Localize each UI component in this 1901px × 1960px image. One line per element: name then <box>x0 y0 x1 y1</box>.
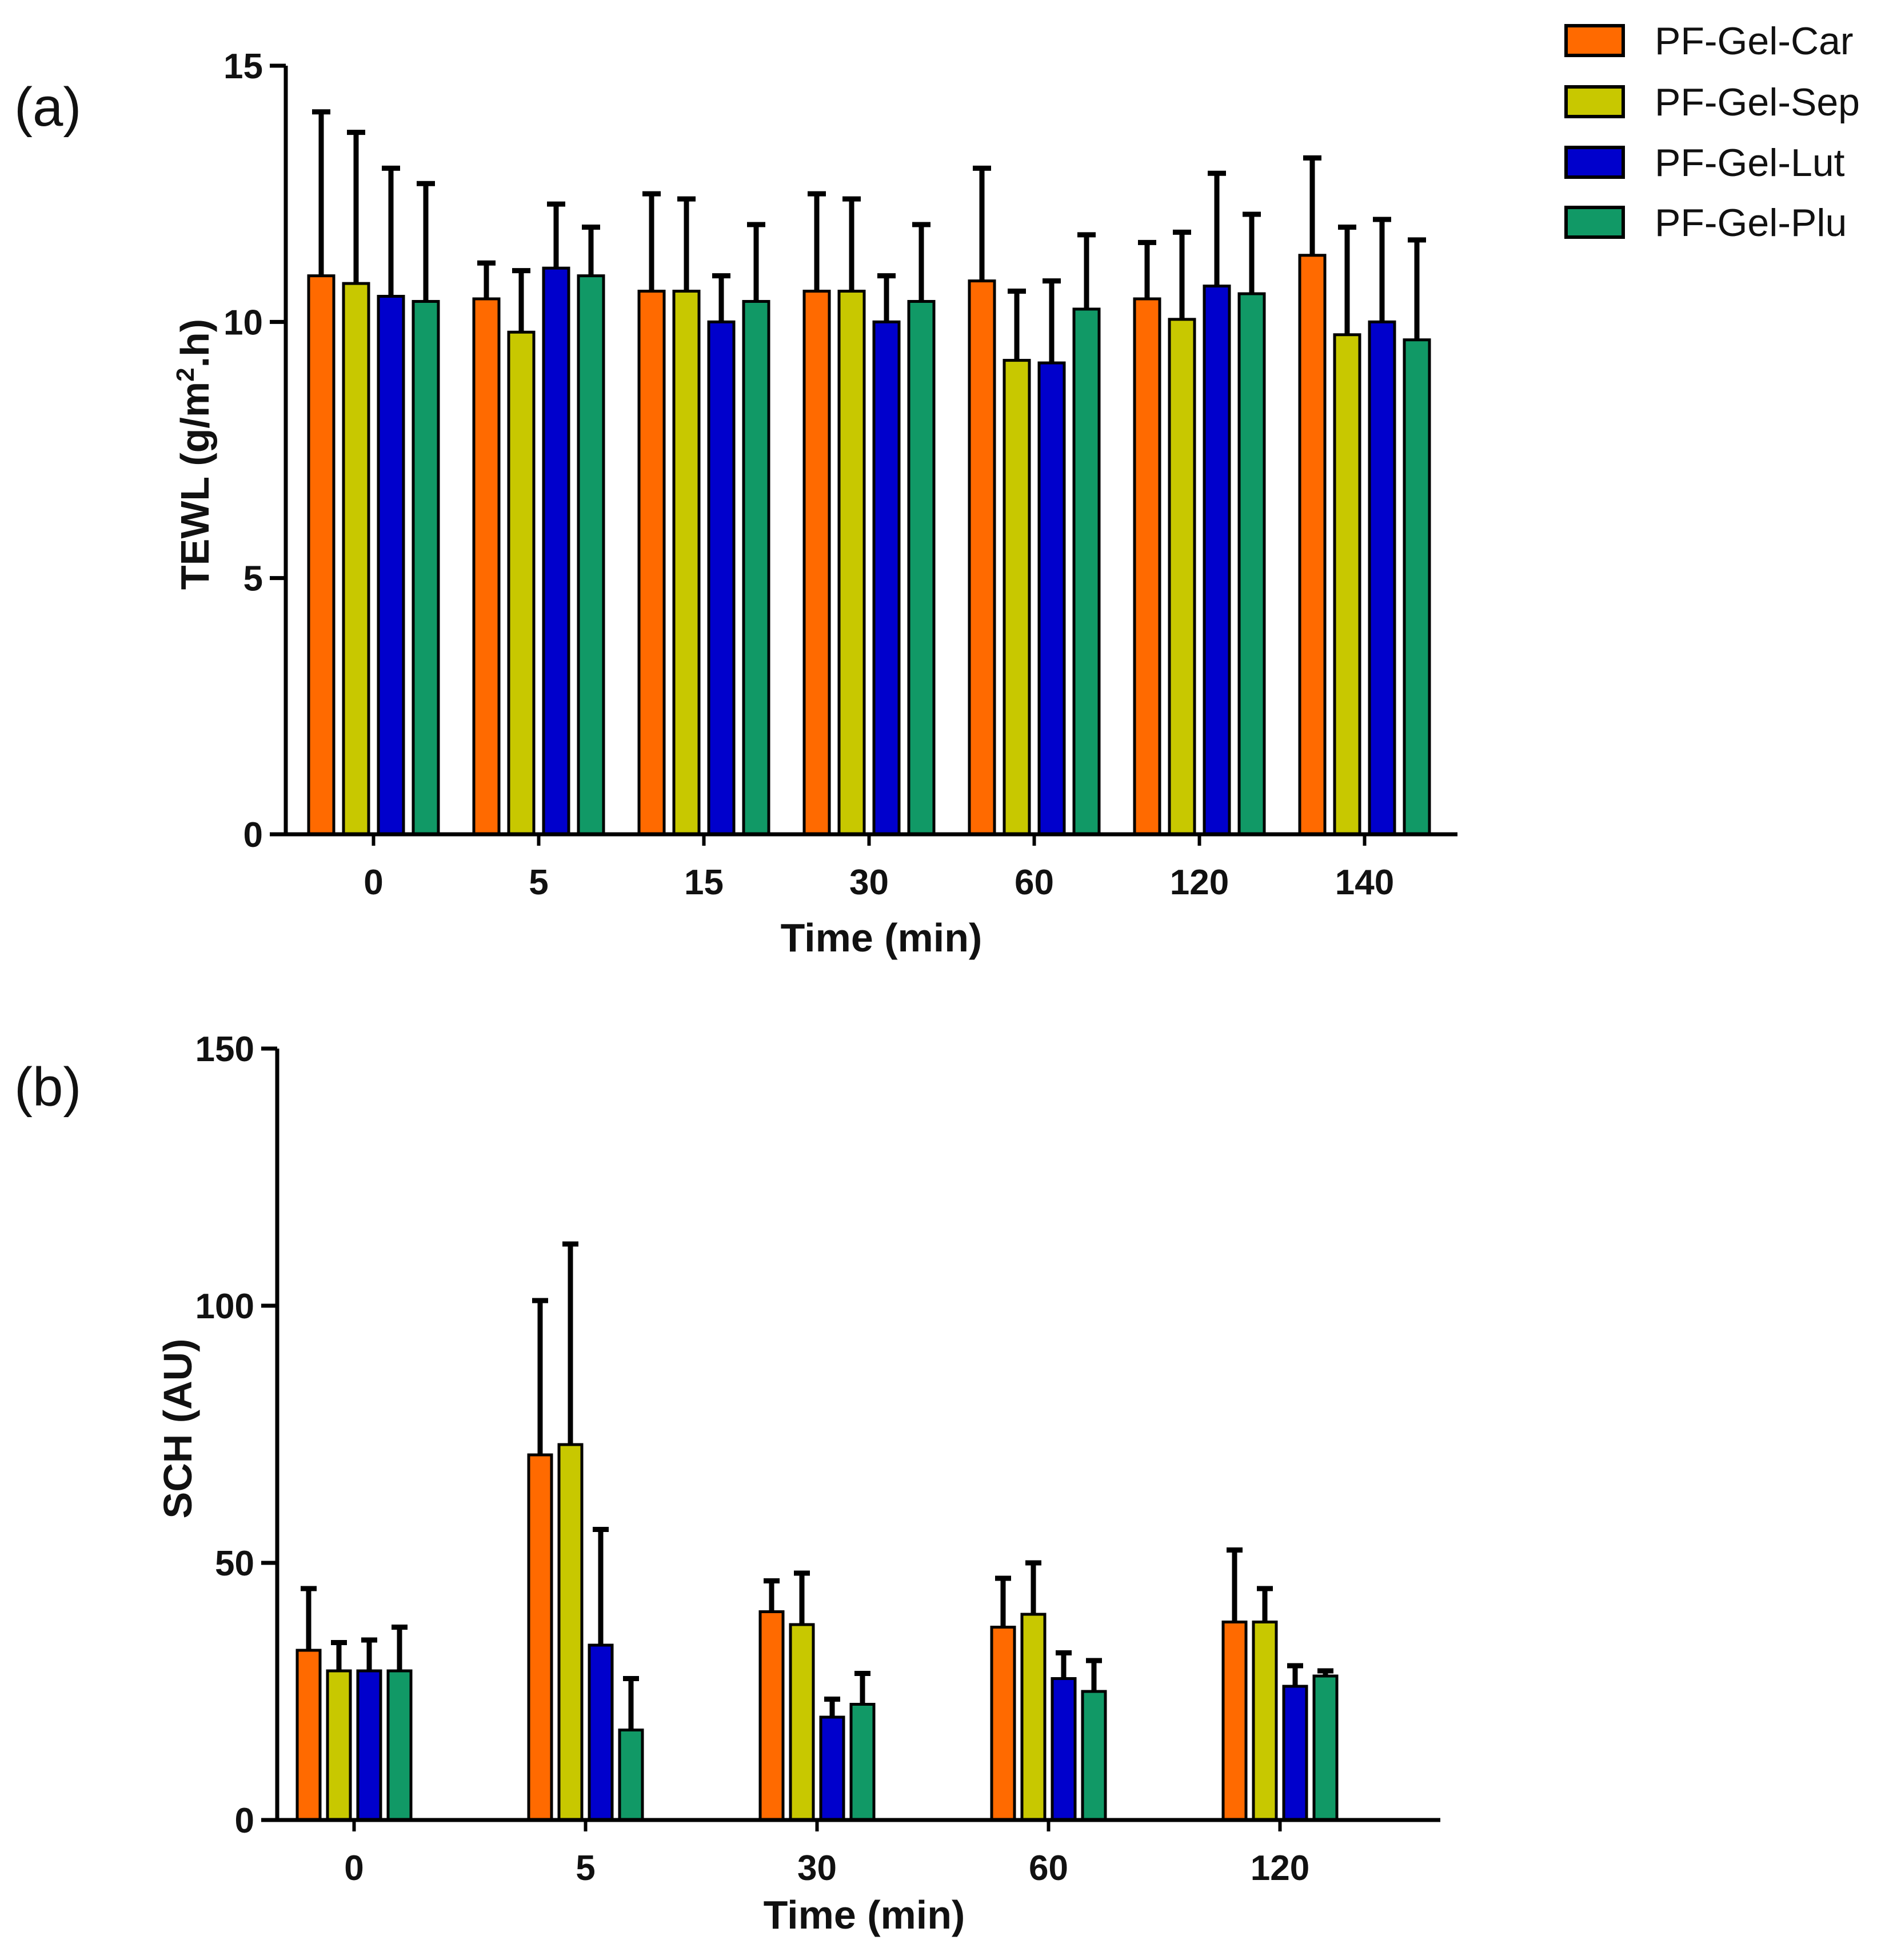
panel-b-x-tick-label-0: 0 <box>344 1849 364 1888</box>
panel-a-y-axis-title-end: .h) <box>173 319 217 368</box>
panel-a-x-tick-label-60: 60 <box>1015 863 1054 902</box>
panel-a-x-axis-title: Time (min) <box>781 915 983 960</box>
panel-a-y-tick-label-15: 15 <box>223 47 263 86</box>
panel-b-bar-pf-gel-car-60 <box>990 1626 1016 1822</box>
panel-b-bar-pf-gel-lut-30 <box>819 1715 845 1822</box>
panel-a-bar-pf-gel-lut-60 <box>1037 361 1066 836</box>
panel-a-bar-pf-gel-plu-30 <box>907 299 936 836</box>
panel-a-bar-pf-gel-lut-30 <box>872 320 901 836</box>
panel-b-bar-pf-gel-sep-30 <box>789 1623 815 1822</box>
panel-a-y-tick-label-10: 10 <box>223 303 263 342</box>
panel-a-x-tick-label-30: 30 <box>849 863 889 902</box>
panel-b-x-axis-title: Time (min) <box>764 1893 965 1937</box>
panel-a-y-tick-label-5: 5 <box>243 559 263 599</box>
panel-a-y-tick-label-0: 0 <box>243 815 263 855</box>
panel-a-y-axis-title-sup: 2 <box>171 367 199 381</box>
panel-b-bar-pf-gel-plu-60 <box>1081 1690 1107 1822</box>
panel-b-x-tick-label-30: 30 <box>797 1849 837 1888</box>
panel-a-x-tick-label-0: 0 <box>364 863 383 902</box>
legend-label-car: PF-Gel-Car <box>1655 19 1854 63</box>
panel-b-bar-pf-gel-plu-30 <box>849 1703 876 1822</box>
panel-a-x-tick-label-15: 15 <box>684 863 724 902</box>
panel-b-y-tick-label-150: 150 <box>195 1030 254 1069</box>
panel-a-bar-pf-gel-plu-60 <box>1072 307 1101 836</box>
panel-a-bar-pf-gel-car-60 <box>968 279 996 836</box>
panel-b-bar-pf-gel-sep-60 <box>1020 1613 1047 1822</box>
panel-b-sch-chart: (b) 0 5 30 60 120 0 50 100 150 Time (min) SCH (A… <box>14 1030 1440 1937</box>
panel-b-x-tick-label-5: 5 <box>576 1849 595 1888</box>
panel-a-bar-pf-gel-lut-15 <box>707 320 736 836</box>
panel-a-y-axis-title-main: TEWL (g/m <box>173 382 217 590</box>
legend-swatch-lut <box>1564 146 1625 179</box>
panel-a-bar-pf-gel-sep-0 <box>342 282 370 836</box>
panel-b-y-tick-label-0: 0 <box>235 1801 254 1841</box>
panel-a-bar-pf-gel-car-30 <box>802 290 831 836</box>
panel-a-bar-pf-gel-lut-120 <box>1203 285 1231 836</box>
panel-a-bar-pf-gel-sep-30 <box>837 290 866 836</box>
legend-label-sep: PF-Gel-Sep <box>1655 81 1860 124</box>
panel-a-bar-pf-gel-sep-5 <box>507 330 536 836</box>
panel-b-bar-pf-gel-plu-120 <box>1312 1674 1339 1822</box>
panel-b-bar-pf-gel-sep-0 <box>326 1669 352 1822</box>
panel-b-bar-pf-gel-car-5 <box>527 1453 553 1822</box>
legend-label-lut: PF-Gel-Lut <box>1655 141 1845 185</box>
panel-b-bar-pf-gel-plu-0 <box>386 1669 413 1822</box>
panel-a-y-axis-title: TEWL (g/m2.h) <box>171 319 217 590</box>
panel-a-bar-pf-gel-sep-120 <box>1168 318 1196 836</box>
panel-b-bar-pf-gel-plu-5 <box>618 1729 644 1822</box>
panel-a-label: (a) <box>14 77 81 138</box>
panel-a-bar-pf-gel-plu-5 <box>577 274 605 836</box>
panel-b-y-tick-label-100: 100 <box>195 1287 254 1326</box>
panel-a-x-tick-label-140: 140 <box>1335 863 1394 902</box>
panel-a-bar-pf-gel-sep-15 <box>672 290 701 836</box>
panel-a-bar-pf-gel-car-15 <box>637 290 666 836</box>
legend-swatch-plu <box>1564 206 1625 239</box>
legend: PF-Gel-Car PF-Gel-Sep PF-Gel-Lut PF-Gel-… <box>1564 19 1860 245</box>
panel-a-bar-pf-gel-lut-5 <box>542 266 570 836</box>
panel-b-y-tick-label-50: 50 <box>215 1544 254 1583</box>
panel-b-label: (b) <box>14 1057 81 1118</box>
panel-a-bar-pf-gel-car-0 <box>307 274 336 836</box>
panel-a-bar-pf-gel-plu-15 <box>742 299 770 836</box>
panel-a-bar-pf-gel-lut-140 <box>1368 320 1396 836</box>
panel-a-bar-pf-gel-plu-140 <box>1403 338 1431 836</box>
panel-b-y-axis-title: SCH (AU) <box>155 1339 200 1519</box>
panel-b-bar-pf-gel-sep-5 <box>557 1443 584 1822</box>
panel-b-bar-pf-gel-lut-60 <box>1051 1677 1077 1822</box>
panel-b-bar-pf-gel-lut-120 <box>1282 1685 1308 1822</box>
panel-a-bar-pf-gel-car-120 <box>1133 297 1161 836</box>
legend-swatch-car <box>1564 24 1625 57</box>
panel-a-bar-pf-gel-sep-60 <box>1003 359 1031 836</box>
panel-b-bar-pf-gel-sep-120 <box>1252 1621 1278 1822</box>
panel-b-bar-pf-gel-car-0 <box>295 1649 322 1822</box>
panel-a-bar-pf-gel-car-5 <box>472 297 501 836</box>
panel-a-bar-pf-gel-car-140 <box>1298 254 1327 836</box>
panel-a-bar-pf-gel-sep-140 <box>1333 333 1361 836</box>
legend-swatch-sep <box>1564 85 1625 118</box>
panel-a-bar-pf-gel-lut-0 <box>377 295 405 836</box>
panel-b-bar-pf-gel-car-120 <box>1221 1621 1248 1822</box>
panel-b-bar-pf-gel-lut-5 <box>588 1643 614 1822</box>
panel-a-x-tick-label-5: 5 <box>529 863 548 902</box>
panel-a-bar-pf-gel-plu-120 <box>1237 292 1266 836</box>
panel-b-bar-pf-gel-car-30 <box>758 1610 785 1822</box>
panel-b-x-tick-label-60: 60 <box>1029 1849 1068 1888</box>
panel-a-bar-pf-gel-plu-0 <box>412 299 440 836</box>
panel-a-x-tick-label-120: 120 <box>1170 863 1229 902</box>
panel-b-x-tick-label-120: 120 <box>1251 1849 1309 1888</box>
legend-label-plu: PF-Gel-Plu <box>1655 201 1847 245</box>
panel-a-tewl-chart: (a) 0 5 15 30 60 120 140 0 5 10 15 Time (min) TEWL… <box>14 47 1457 960</box>
panel-b-bar-pf-gel-lut-0 <box>356 1669 382 1822</box>
